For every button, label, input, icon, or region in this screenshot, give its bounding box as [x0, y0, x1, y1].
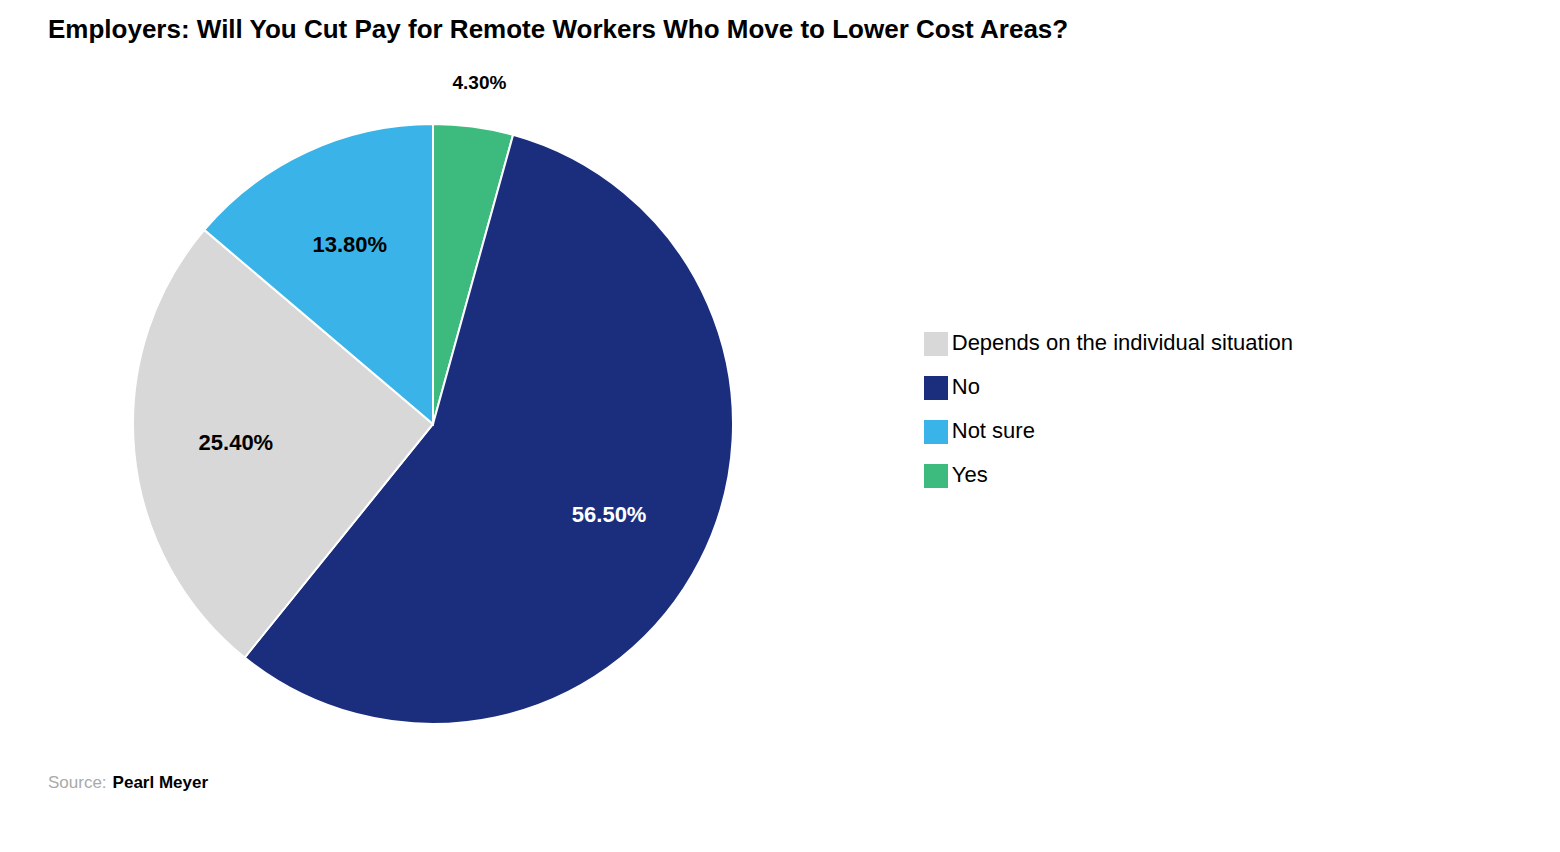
- html-text:Employers: Will You Cut Pay fo: Employers: Will You Cut Pay for Remote W…: [48, 14, 1069, 44]
- html-text:Not sure: Not sure: [951, 418, 1035, 443]
- html-text:Source: Pearl Meyer: Source: Pearl Meyer: [48, 773, 208, 792]
- html-text:Depends on the individual situ: Depends on the individual situation: [951, 330, 1293, 355]
- svg-text:56.50%: 56.50%: [572, 502, 647, 527]
- svg-text:13.80%: 13.80%: [313, 232, 388, 257]
- html-text:Yes: Yes: [951, 462, 988, 487]
- html-text:No: No: [951, 374, 980, 399]
- svg-text:4.30%: 4.30%: [453, 72, 507, 93]
- svg-text:25.40%: 25.40%: [199, 430, 274, 455]
